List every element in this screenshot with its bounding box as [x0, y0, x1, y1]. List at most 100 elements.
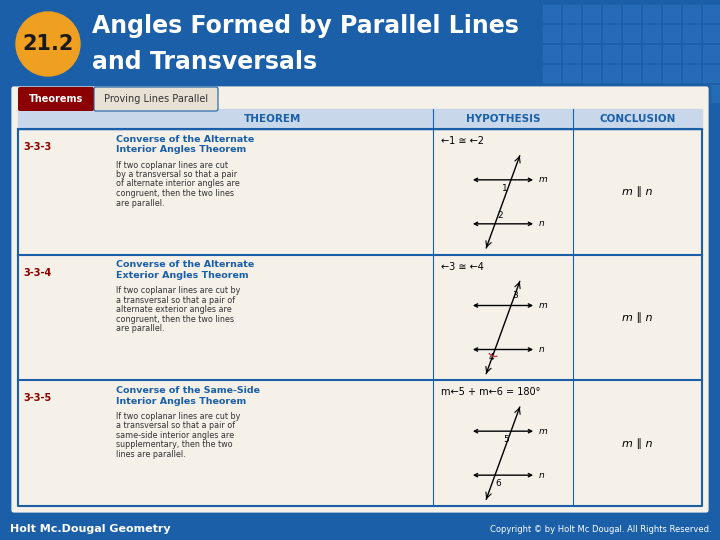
Text: If two coplanar lines are cut by: If two coplanar lines are cut by [116, 412, 240, 421]
Bar [603, 45, 620, 62]
Text: are parallel.: are parallel. [116, 199, 164, 207]
Text: a transversal so that a pair of: a transversal so that a pair of [116, 296, 235, 305]
Text: 3-3-4: 3-3-4 [23, 268, 51, 278]
Text: by a transversal so that a pair: by a transversal so that a pair [116, 170, 237, 179]
Bar [603, 5, 620, 22]
Bar [583, 85, 600, 102]
Bar [583, 65, 600, 82]
Bar [563, 45, 580, 62]
Bar [703, 25, 720, 42]
Bar [683, 85, 700, 102]
Bar [543, 25, 560, 42]
Text: CONCLUSION: CONCLUSION [599, 114, 675, 124]
Text: Converse of the Alternate: Converse of the Alternate [116, 260, 254, 269]
Text: m ∥ n: m ∥ n [622, 186, 653, 197]
Bar [563, 65, 580, 82]
Text: supplementary, then the two: supplementary, then the two [116, 440, 233, 449]
Text: m ∥ n: m ∥ n [622, 312, 653, 323]
Bar [603, 85, 620, 102]
Text: 21.2: 21.2 [22, 34, 73, 54]
Text: Converse of the Same-Side: Converse of the Same-Side [116, 386, 260, 395]
Bar [623, 85, 640, 102]
Text: m: m [539, 176, 548, 184]
Bar [623, 5, 640, 22]
Text: If two coplanar lines are cut by: If two coplanar lines are cut by [116, 286, 240, 295]
Bar [643, 25, 660, 42]
Text: same-side interior angles are: same-side interior angles are [116, 431, 234, 440]
Text: HYPOTHESIS: HYPOTHESIS [466, 114, 540, 124]
FancyBboxPatch shape [18, 87, 94, 111]
Bar [703, 5, 720, 22]
Bar [663, 65, 680, 82]
Text: 3-3-3: 3-3-3 [23, 142, 51, 152]
Bar [583, 5, 600, 22]
Bar [643, 45, 660, 62]
Bar [703, 65, 720, 82]
Bar [583, 25, 600, 42]
Text: m: m [539, 427, 548, 436]
Bar [663, 45, 680, 62]
Bar [683, 45, 700, 62]
Text: n: n [539, 471, 545, 480]
FancyBboxPatch shape [10, 85, 710, 514]
Bar [603, 25, 620, 42]
Bar [0, 518, 720, 540]
Text: are parallel.: are parallel. [116, 324, 164, 333]
Bar [683, 25, 700, 42]
Bar [663, 5, 680, 22]
Bar [623, 25, 640, 42]
Text: lines are parallel.: lines are parallel. [116, 450, 186, 459]
Bar [643, 85, 660, 102]
Text: Proving Lines Parallel: Proving Lines Parallel [104, 94, 208, 104]
Circle shape [16, 12, 80, 76]
Text: Theorems: Theorems [29, 94, 83, 104]
Text: Interior Angles Theorem: Interior Angles Theorem [116, 397, 246, 406]
Bar [543, 65, 560, 82]
Bar [603, 65, 620, 82]
Bar [623, 45, 640, 62]
Text: 2: 2 [497, 211, 503, 220]
Bar [563, 85, 580, 102]
Text: n: n [539, 219, 545, 228]
Bar [583, 45, 600, 62]
Text: m: m [539, 301, 548, 310]
Bar [703, 45, 720, 62]
Bar [563, 25, 580, 42]
Text: and Transversals: and Transversals [92, 50, 317, 74]
Bar [683, 65, 700, 82]
Bar [703, 85, 720, 102]
Bar [543, 85, 560, 102]
Text: If two coplanar lines are cut: If two coplanar lines are cut [116, 160, 228, 170]
Text: ←1 ≅ ←2: ←1 ≅ ←2 [441, 136, 484, 146]
Bar [563, 5, 580, 22]
Bar [663, 25, 680, 42]
Text: n: n [539, 345, 545, 354]
Text: Exterior Angles Theorem: Exterior Angles Theorem [116, 271, 248, 280]
Text: of alternate interior angles are: of alternate interior angles are [116, 179, 240, 188]
Text: congruent, then the two lines: congruent, then the two lines [116, 315, 234, 323]
Text: Interior Angles Theorem: Interior Angles Theorem [116, 145, 246, 154]
Text: THEOREM: THEOREM [244, 114, 302, 124]
Bar [543, 45, 560, 62]
Text: Angles Formed by Parallel Lines: Angles Formed by Parallel Lines [92, 14, 519, 38]
Text: a transversal so that a pair of: a transversal so that a pair of [116, 421, 235, 430]
FancyBboxPatch shape [94, 87, 218, 111]
Text: 6: 6 [495, 479, 500, 488]
Text: Converse of the Alternate: Converse of the Alternate [116, 134, 254, 144]
Text: 3: 3 [512, 292, 518, 300]
Bar [623, 65, 640, 82]
Bar [683, 5, 700, 22]
Bar [643, 65, 660, 82]
Text: Copyright © by Holt Mc Dougal. All Rights Reserved.: Copyright © by Holt Mc Dougal. All Right… [490, 524, 712, 534]
Text: m←5 + m←6 = 180°: m←5 + m←6 = 180° [441, 387, 541, 397]
Text: m ∥ n: m ∥ n [622, 438, 653, 449]
Text: Holt Mc.Dougal Geometry: Holt Mc.Dougal Geometry [10, 524, 171, 534]
Text: alternate exterior angles are: alternate exterior angles are [116, 305, 232, 314]
Bar [18, 109, 702, 129]
Text: 5: 5 [503, 435, 509, 444]
Text: congruent, then the two lines: congruent, then the two lines [116, 189, 234, 198]
Bar [543, 5, 560, 22]
Bar [663, 85, 680, 102]
Bar [643, 5, 660, 22]
Text: 1: 1 [503, 184, 508, 193]
